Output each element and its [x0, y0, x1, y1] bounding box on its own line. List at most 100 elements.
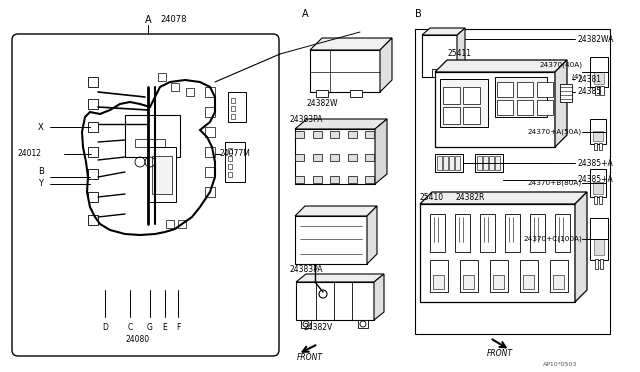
Polygon shape: [367, 206, 377, 264]
Bar: [135, 139, 165, 147]
Bar: [348, 131, 356, 138]
Bar: [594, 72, 604, 84]
Bar: [430, 260, 448, 292]
Bar: [231, 98, 235, 103]
Bar: [88, 77, 98, 87]
Text: 24382W: 24382W: [307, 99, 338, 109]
Text: 24077M: 24077M: [220, 150, 251, 158]
Bar: [88, 215, 98, 225]
Bar: [422, 35, 457, 77]
Bar: [231, 106, 235, 111]
Bar: [301, 320, 311, 328]
Polygon shape: [374, 274, 384, 320]
Bar: [553, 275, 564, 289]
Bar: [205, 107, 215, 117]
Text: B: B: [415, 9, 421, 19]
Bar: [560, 84, 572, 102]
Bar: [443, 87, 460, 104]
Polygon shape: [555, 60, 567, 147]
Text: 25410: 25410: [420, 192, 444, 202]
Bar: [594, 239, 604, 255]
Bar: [296, 282, 374, 320]
Text: 24385+A: 24385+A: [577, 158, 612, 167]
Bar: [460, 260, 478, 292]
Bar: [205, 127, 215, 137]
Bar: [330, 176, 339, 183]
Bar: [530, 214, 545, 252]
Bar: [493, 275, 504, 289]
Bar: [490, 260, 508, 292]
Text: 24078: 24078: [160, 16, 186, 25]
Text: E: E: [163, 323, 168, 331]
Bar: [455, 156, 460, 170]
Bar: [432, 69, 444, 77]
Bar: [480, 214, 495, 252]
Bar: [88, 147, 98, 157]
Bar: [231, 114, 235, 119]
Bar: [537, 82, 553, 97]
Bar: [590, 57, 608, 87]
Bar: [365, 154, 374, 160]
Text: 24385: 24385: [577, 87, 601, 96]
Bar: [330, 154, 339, 160]
Bar: [455, 214, 470, 252]
Text: 24382R: 24382R: [455, 192, 484, 202]
Bar: [593, 131, 603, 141]
Bar: [228, 172, 232, 177]
Text: AP10*0503: AP10*0503: [543, 362, 577, 366]
Polygon shape: [296, 274, 384, 282]
Bar: [205, 167, 215, 177]
Bar: [433, 275, 444, 289]
FancyBboxPatch shape: [12, 34, 279, 356]
Polygon shape: [295, 119, 387, 129]
Bar: [495, 156, 500, 170]
Polygon shape: [422, 28, 465, 35]
Bar: [365, 176, 374, 183]
Text: 24080: 24080: [126, 336, 150, 344]
Bar: [166, 220, 174, 228]
Bar: [420, 204, 575, 302]
Bar: [505, 214, 520, 252]
Polygon shape: [375, 119, 387, 184]
Text: (4): (4): [572, 74, 582, 80]
Text: Y: Y: [38, 180, 43, 189]
Bar: [520, 260, 538, 292]
Bar: [350, 90, 362, 97]
Bar: [158, 73, 166, 81]
Bar: [495, 77, 547, 117]
Polygon shape: [575, 192, 587, 302]
Text: X: X: [38, 122, 44, 131]
Text: 24382WA: 24382WA: [577, 35, 613, 44]
Bar: [595, 86, 599, 95]
Bar: [463, 107, 480, 124]
Bar: [600, 86, 604, 95]
Bar: [590, 169, 606, 197]
Bar: [463, 275, 474, 289]
Bar: [228, 92, 246, 122]
Text: A: A: [145, 15, 151, 25]
Bar: [443, 156, 448, 170]
Bar: [517, 100, 533, 115]
Bar: [148, 147, 176, 202]
Text: 24370+B(80A): 24370+B(80A): [528, 180, 582, 186]
Text: FRONT: FRONT: [487, 350, 513, 359]
Bar: [88, 99, 98, 109]
Bar: [310, 50, 380, 92]
Polygon shape: [310, 38, 392, 50]
Text: B: B: [38, 167, 44, 176]
Bar: [449, 156, 454, 170]
Bar: [475, 154, 503, 172]
Text: F: F: [176, 323, 180, 331]
Bar: [594, 143, 597, 150]
Bar: [178, 220, 186, 228]
Text: 24012: 24012: [18, 150, 42, 158]
Text: 24382V: 24382V: [303, 324, 333, 333]
Bar: [430, 214, 445, 252]
Bar: [330, 131, 339, 138]
Polygon shape: [420, 192, 587, 204]
Bar: [497, 82, 513, 97]
Bar: [228, 156, 232, 161]
Text: A: A: [301, 9, 308, 19]
Bar: [497, 100, 513, 115]
Bar: [312, 154, 321, 160]
